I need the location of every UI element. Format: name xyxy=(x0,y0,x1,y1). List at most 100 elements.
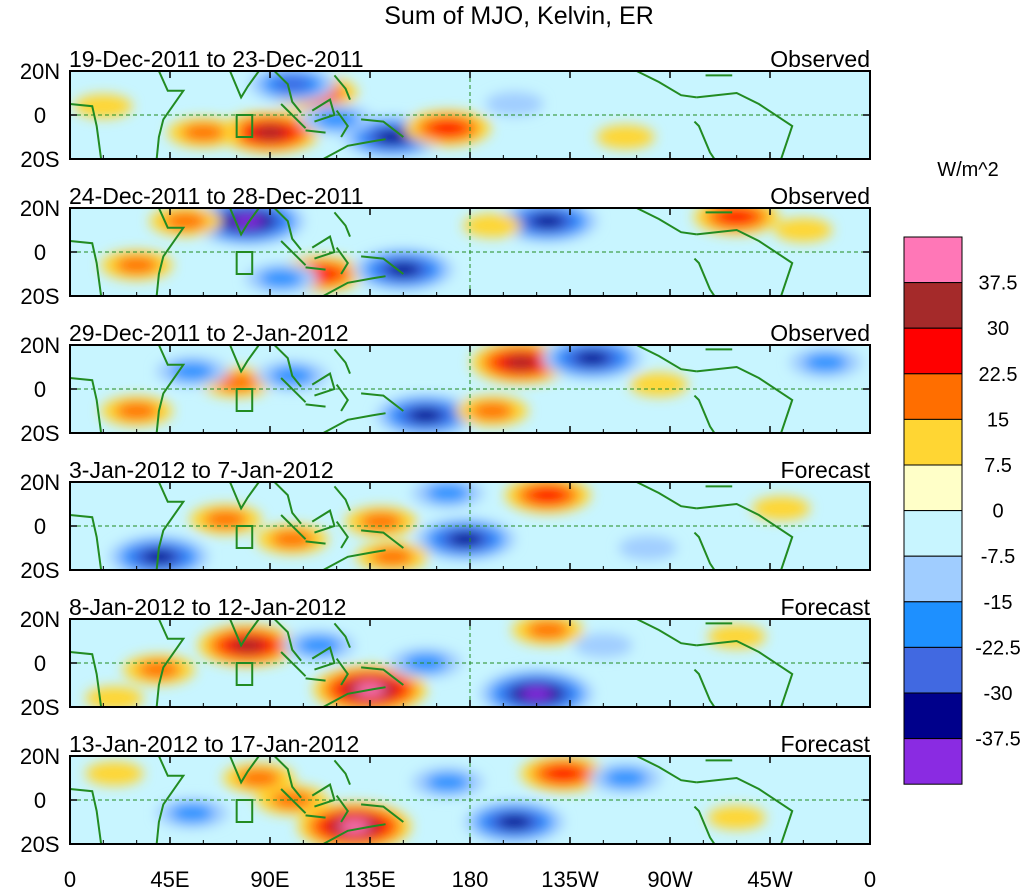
coastline xyxy=(696,365,794,433)
coastline xyxy=(70,788,103,844)
coastline xyxy=(322,275,386,296)
anomaly-field xyxy=(70,756,794,844)
anomaly-field xyxy=(70,482,811,570)
anomaly-contour xyxy=(273,76,311,92)
colorbar-label: -7.5 xyxy=(981,546,1015,568)
panel: 20N 0 20S 29-Dec-2011 to 2-Jan-2012 Observed xyxy=(20,320,871,446)
anomaly-contour xyxy=(707,805,766,830)
coastline xyxy=(311,98,336,123)
coastline xyxy=(280,788,307,814)
coastline xyxy=(335,110,349,138)
anomaly-contour xyxy=(181,123,225,142)
panel-date-range: 13-Jan-2012 to 17-Jan-2012 xyxy=(69,731,359,757)
coastline xyxy=(693,531,716,570)
anomaly-contour xyxy=(707,624,766,649)
coastline xyxy=(696,228,794,296)
anomaly-contour xyxy=(232,214,264,228)
colorbar-swatch xyxy=(903,327,963,375)
coastline xyxy=(361,255,404,275)
reference-box xyxy=(235,251,254,275)
panel-status: Observed xyxy=(770,320,870,346)
coastline xyxy=(696,91,794,159)
anomaly-field xyxy=(70,208,833,296)
coastline xyxy=(273,482,302,525)
coastline xyxy=(333,485,351,511)
y-tick-label: 0 xyxy=(34,651,46,676)
y-tick-label: 20S xyxy=(20,284,59,309)
coastline xyxy=(322,412,386,433)
coastline xyxy=(229,71,260,100)
reference-box xyxy=(235,662,254,686)
anomaly-contour xyxy=(497,815,532,829)
anomaly-contour xyxy=(531,214,565,229)
coastline xyxy=(229,345,260,374)
reference-box xyxy=(235,525,254,549)
coastline xyxy=(280,103,307,129)
anomaly-contour xyxy=(463,213,522,238)
anomaly-contour xyxy=(408,408,443,423)
coastline xyxy=(333,622,351,648)
coastlines xyxy=(70,208,794,296)
coastline xyxy=(70,240,103,296)
y-tick-label: 20N xyxy=(20,607,60,632)
colorbar-label: 22.5 xyxy=(979,364,1018,386)
anomaly-contour xyxy=(752,496,811,521)
panel-date-range: 19-Dec-2011 to 23-Dec-2011 xyxy=(69,46,364,72)
colorbar-label: -22.5 xyxy=(975,637,1021,659)
coastlines xyxy=(70,482,794,570)
anomaly-contour xyxy=(426,484,470,502)
y-tick-label: 20N xyxy=(20,333,60,358)
panel: 20N 0 20S 19-Dec-2011 to 23-Dec-2011 Observe… xyxy=(20,46,871,172)
panel-stack: 20N 0 20S 19-Dec-2011 to 23-Dec-2011 Observe… xyxy=(20,46,871,857)
coastline xyxy=(636,619,697,647)
coastline xyxy=(155,482,186,570)
coastline xyxy=(311,372,336,397)
coastline xyxy=(70,514,103,570)
coastlines xyxy=(70,71,794,159)
panel-status: Observed xyxy=(770,46,870,72)
coastline xyxy=(155,345,186,433)
colorbar-swatch xyxy=(903,692,963,740)
coastline xyxy=(693,394,716,433)
colorbar-swatch xyxy=(903,510,963,557)
coastline xyxy=(305,129,326,134)
panel-date-range: 3-Jan-2012 to 7-Jan-2012 xyxy=(69,457,334,483)
coastline xyxy=(273,345,302,388)
anomaly-contour xyxy=(375,130,409,144)
panel: 20N 0 20S 8-Jan-2012 to 12-Jan-2012 Forecast xyxy=(20,594,871,720)
coastline xyxy=(636,71,697,99)
coastline xyxy=(305,814,326,819)
colorbar: 37.5 30 22.5 15 7.5 0 -7.5 -15 -22.5 -30 -37.5 xyxy=(903,236,1021,785)
colorbar-label: 0 xyxy=(992,501,1003,523)
x-tick-label: 90E xyxy=(250,867,289,889)
coastline xyxy=(280,651,307,677)
coastlines xyxy=(70,345,794,433)
coastline xyxy=(305,677,326,682)
longitude-axis: 0 45E 90E 135E 180 135W 90W 45W 0 xyxy=(64,867,876,889)
coastline xyxy=(696,639,794,707)
coastline xyxy=(155,208,186,296)
anomaly-contour xyxy=(574,633,633,658)
y-tick-label: 20N xyxy=(20,744,60,769)
coastline xyxy=(361,392,404,412)
coastline xyxy=(693,668,716,707)
anomaly-contour xyxy=(237,769,281,787)
anomaly-contour xyxy=(359,512,403,531)
anomaly-contour xyxy=(529,487,567,503)
colorbar-label: -30 xyxy=(984,683,1013,705)
coastline xyxy=(335,521,349,549)
anomaly-contour xyxy=(215,373,259,392)
panel-date-range: 24-Dec-2011 to 28-Dec-2011 xyxy=(69,183,364,209)
coastlines xyxy=(70,756,794,844)
coastline xyxy=(70,377,103,433)
y-tick-label: 0 xyxy=(34,377,46,402)
anomaly-contour xyxy=(575,351,609,366)
y-tick-label: 20S xyxy=(20,558,59,583)
coastline xyxy=(696,502,794,570)
coastline xyxy=(693,257,716,296)
coastline xyxy=(70,651,103,707)
anomaly-contour xyxy=(115,402,159,420)
colorbar-swatch xyxy=(903,601,963,648)
panel: 20N 0 20S 3-Jan-2012 to 7-Jan-2012 Forecast xyxy=(20,457,871,583)
coastline xyxy=(229,619,260,648)
